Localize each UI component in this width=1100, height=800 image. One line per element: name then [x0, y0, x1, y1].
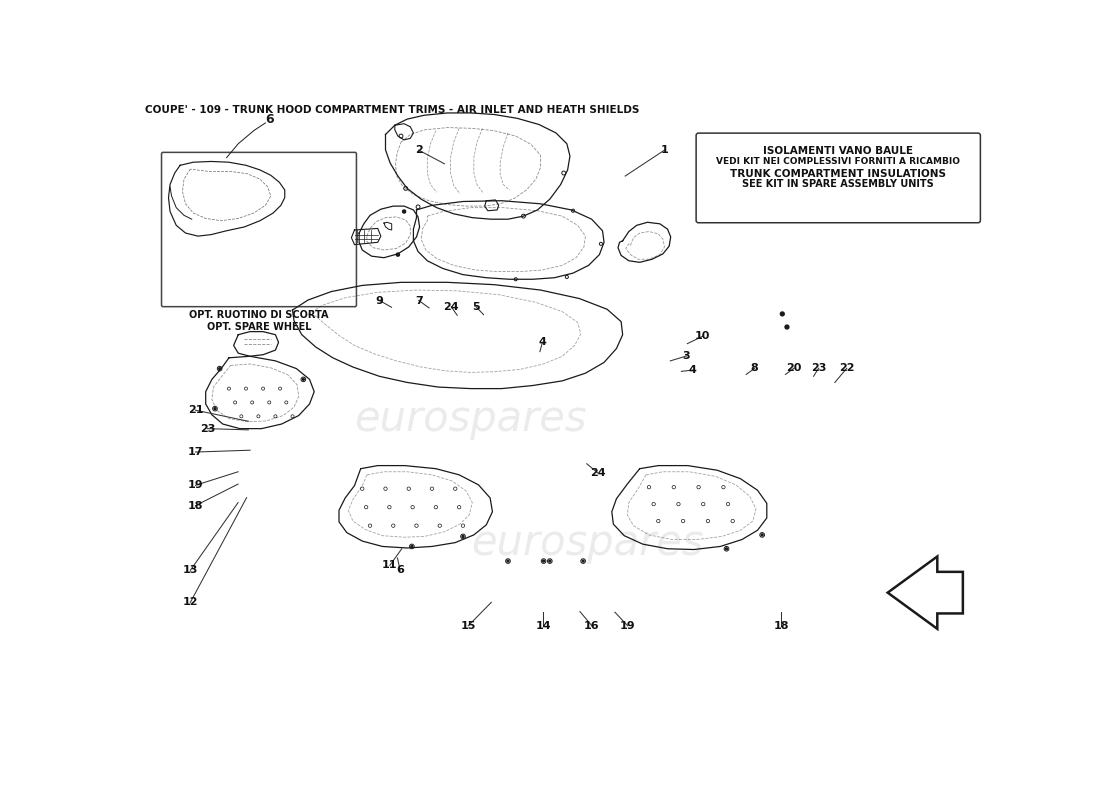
Text: 10: 10 [695, 331, 711, 342]
Text: COUPE' - 109 - TRUNK HOOD COMPARTMENT TRIMS - AIR INLET AND HEATH SHIELDS: COUPE' - 109 - TRUNK HOOD COMPARTMENT TR… [145, 106, 639, 115]
Circle shape [411, 546, 412, 547]
Circle shape [582, 560, 584, 562]
Circle shape [214, 408, 216, 410]
Text: 16: 16 [584, 621, 600, 630]
Text: 5: 5 [472, 302, 480, 312]
Text: 9: 9 [376, 295, 384, 306]
Text: 22: 22 [839, 363, 855, 374]
Circle shape [542, 560, 544, 562]
Text: 23: 23 [811, 363, 826, 374]
Text: 18: 18 [773, 621, 789, 630]
Text: 6: 6 [396, 566, 404, 575]
Circle shape [462, 535, 464, 538]
Text: 3: 3 [683, 351, 691, 361]
Text: 2: 2 [415, 146, 422, 155]
FancyBboxPatch shape [696, 133, 980, 222]
Text: 24: 24 [590, 468, 606, 478]
Text: 21: 21 [188, 405, 204, 415]
Text: TRUNK COMPARTMENT INSULATIONS: TRUNK COMPARTMENT INSULATIONS [730, 169, 946, 178]
Circle shape [507, 560, 509, 562]
Circle shape [302, 378, 305, 380]
Polygon shape [888, 557, 962, 629]
Text: SEE KIT IN SPARE ASSEMBLY UNITS: SEE KIT IN SPARE ASSEMBLY UNITS [742, 179, 934, 190]
Text: 23: 23 [200, 424, 216, 434]
Text: 19: 19 [188, 480, 204, 490]
Text: 6: 6 [265, 113, 274, 126]
Circle shape [396, 253, 399, 256]
Text: 18: 18 [188, 501, 204, 510]
Circle shape [726, 548, 727, 550]
Text: 7: 7 [415, 295, 422, 306]
Text: 12: 12 [183, 598, 198, 607]
Text: 13: 13 [183, 566, 198, 575]
Circle shape [761, 534, 763, 536]
FancyBboxPatch shape [162, 152, 356, 306]
Text: ISOLAMENTI VANO BAULE: ISOLAMENTI VANO BAULE [763, 146, 913, 156]
Text: 15: 15 [461, 621, 476, 630]
Circle shape [219, 368, 221, 370]
Text: OPT. SPARE WHEEL: OPT. SPARE WHEEL [207, 322, 311, 332]
Text: 17: 17 [188, 447, 204, 457]
Text: 14: 14 [536, 621, 551, 630]
Text: eurospares: eurospares [471, 522, 703, 563]
Text: 24: 24 [443, 302, 459, 312]
Text: eurospares: eurospares [354, 398, 587, 440]
Text: 20: 20 [786, 363, 802, 374]
Text: VEDI KIT NEI COMPLESSIVI FORNITI A RICAMBIO: VEDI KIT NEI COMPLESSIVI FORNITI A RICAM… [716, 157, 960, 166]
Text: 4: 4 [539, 338, 547, 347]
Text: 19: 19 [620, 621, 636, 630]
Text: 4: 4 [689, 365, 696, 375]
Circle shape [780, 312, 784, 316]
Text: 1: 1 [660, 146, 668, 155]
Circle shape [785, 325, 789, 329]
Text: 11: 11 [382, 560, 397, 570]
Text: OPT. RUOTINO DI SCORTA: OPT. RUOTINO DI SCORTA [189, 310, 329, 320]
Circle shape [403, 210, 406, 213]
Circle shape [549, 560, 551, 562]
Text: 8: 8 [751, 363, 759, 374]
